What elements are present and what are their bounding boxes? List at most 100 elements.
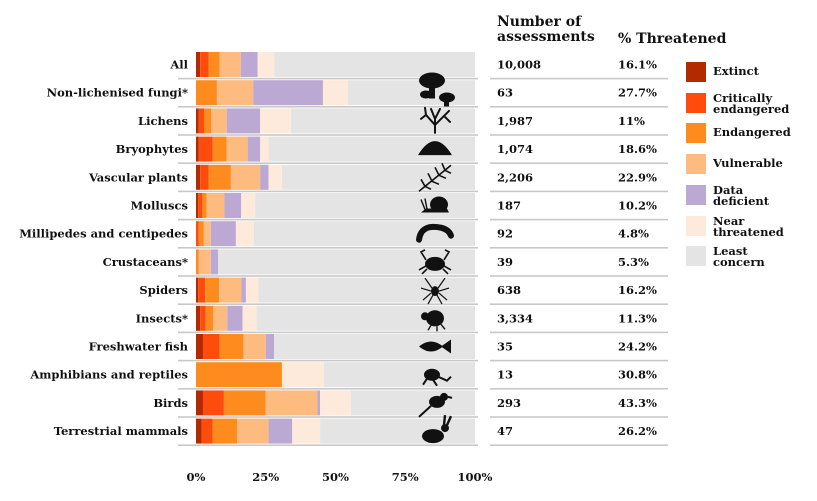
bar-segment-endangered	[205, 277, 220, 303]
threatened-value: 18.6%	[618, 142, 657, 156]
legend-label-line1: Least	[713, 244, 748, 259]
row-divider	[490, 106, 668, 108]
legend-label-line1: Extinct	[713, 64, 759, 78]
row-divider	[490, 275, 668, 277]
legend-swatch	[686, 123, 706, 144]
bar-segment-endangered	[208, 52, 220, 77]
assessments-value: 47	[497, 424, 513, 438]
bar-segment-data_deficient	[226, 108, 261, 134]
threatened-value: 24.2%	[618, 340, 657, 354]
bar-segment-critically_endangered	[200, 305, 206, 331]
threatened-value: 11%	[618, 114, 645, 128]
bar-segment-data_deficient	[240, 52, 258, 77]
bar-segment-vulnerable	[203, 221, 211, 247]
snail-icon	[420, 196, 449, 213]
bar-segment-least_concern	[350, 390, 475, 416]
bar-segment-critically_endangered	[196, 221, 199, 247]
legend-label-line2: endangered	[713, 101, 790, 116]
legend-label: Data deficient	[713, 182, 770, 208]
bar-segment-least_concern	[274, 52, 475, 77]
legend-label-line2: threatened	[713, 224, 784, 239]
bar-row-8: Crustaceans* 39 5.3%	[103, 249, 668, 277]
fish-icon	[419, 339, 451, 354]
category-label: Vascular plants	[88, 170, 188, 184]
bar-segment-vulnerable	[211, 108, 227, 134]
bar-row-12: Amphibians and reptiles 13 30.8%	[29, 362, 668, 390]
bar-segment-extinct	[196, 277, 199, 303]
bar-segment-data_deficient	[317, 390, 321, 416]
threatened-value: 16.1%	[618, 58, 657, 72]
bar-segment-near_threatened	[242, 305, 257, 331]
bar-row-9: Spiders 638 16.2%	[139, 277, 668, 305]
legend-label: Least concern	[713, 244, 765, 270]
assessments-value: 35	[497, 340, 513, 354]
bar-segment-least_concern	[320, 418, 475, 444]
row-divider	[490, 218, 668, 221]
category-label: Bryophytes	[116, 142, 188, 156]
legend-label-line1: Vulnerable	[713, 156, 783, 171]
threatened-value: 5.3%	[618, 255, 649, 269]
bar-segment-data_deficient	[253, 80, 323, 106]
bar-segment-least_concern	[323, 362, 475, 388]
category-label: Molluscs	[131, 199, 188, 213]
assessments-header-line1: Number of	[497, 14, 582, 30]
assessments-value: 2,206	[497, 170, 533, 184]
bar-segment-endangered	[219, 334, 244, 359]
millipede-icon	[416, 223, 454, 243]
threatened-header: % Threatened	[618, 31, 727, 47]
legend-label-line2: deficient	[713, 193, 770, 208]
row-divider	[178, 359, 478, 362]
legend-label: Extinct	[713, 64, 759, 78]
threatened-value: 26.2%	[618, 424, 657, 438]
frog-icon	[422, 368, 452, 387]
threatened-value: 43.3%	[618, 396, 657, 410]
legend-swatch	[686, 62, 706, 82]
bar-segment-endangered	[212, 418, 238, 444]
row-divider	[178, 416, 478, 418]
bar-segment-critically_endangered	[201, 418, 213, 444]
assessments-header: Number of assessments	[497, 15, 595, 45]
x-tick-label: 75%	[392, 470, 419, 484]
threatened-value: 27.7%	[618, 86, 657, 100]
assessments-value: 3,334	[497, 311, 533, 325]
category-label: Terrestrial mammals	[54, 424, 188, 438]
legend-label-line2: concern	[713, 255, 765, 270]
category-label: Non-lichenised fungi*	[47, 86, 188, 100]
bar-segment-data_deficient	[247, 136, 261, 162]
bar-segment-near_threatened	[260, 136, 269, 162]
bar-row-1: All 10,008 16.1%	[169, 52, 668, 80]
bar-segment-extinct	[196, 193, 199, 218]
bar-segment-vulnerable	[219, 277, 242, 303]
bar-row-6: Molluscs 187 10.2%	[131, 193, 668, 221]
bar-segment-near_threatened	[241, 193, 256, 218]
bar-segment-critically_endangered	[202, 390, 224, 416]
bar-segment-vulnerable	[237, 418, 269, 444]
legend-label-line1: Near	[713, 213, 745, 228]
bar-segment-near_threatened	[281, 362, 324, 388]
threatened-value: 30.8%	[618, 368, 657, 382]
bar-segment-extinct	[196, 164, 201, 190]
category-label: Insects*	[136, 311, 188, 325]
bar-segment-vulnerable	[219, 52, 241, 77]
x-tick-label: 0%	[187, 470, 206, 484]
x-tick-label: 25%	[252, 470, 279, 484]
bar-segment-near_threatened	[322, 80, 349, 106]
row-divider	[178, 162, 478, 164]
bar-segment-vulnerable	[198, 249, 211, 275]
bar-segment-near_threatened	[257, 52, 275, 77]
legend-swatch	[686, 92, 706, 113]
bar-row-3: Lichens 1,987 11%	[138, 108, 668, 136]
category-label: All	[169, 58, 188, 72]
bar-row-13: Birds 293 43.3%	[153, 390, 668, 418]
legend-label-line1: Endangered	[713, 125, 791, 140]
bar-segment-data_deficient	[210, 249, 219, 275]
spider-icon	[420, 277, 450, 305]
bar-segment-critically_endangered	[202, 334, 220, 359]
bar-segment-near_threatened	[245, 277, 259, 303]
bar-segment-endangered	[196, 249, 199, 275]
bar-segment-endangered	[212, 136, 227, 162]
row-divider	[178, 190, 478, 193]
legend-label-line1: Data	[713, 182, 744, 197]
bar-segment-vulnerable	[243, 334, 266, 359]
